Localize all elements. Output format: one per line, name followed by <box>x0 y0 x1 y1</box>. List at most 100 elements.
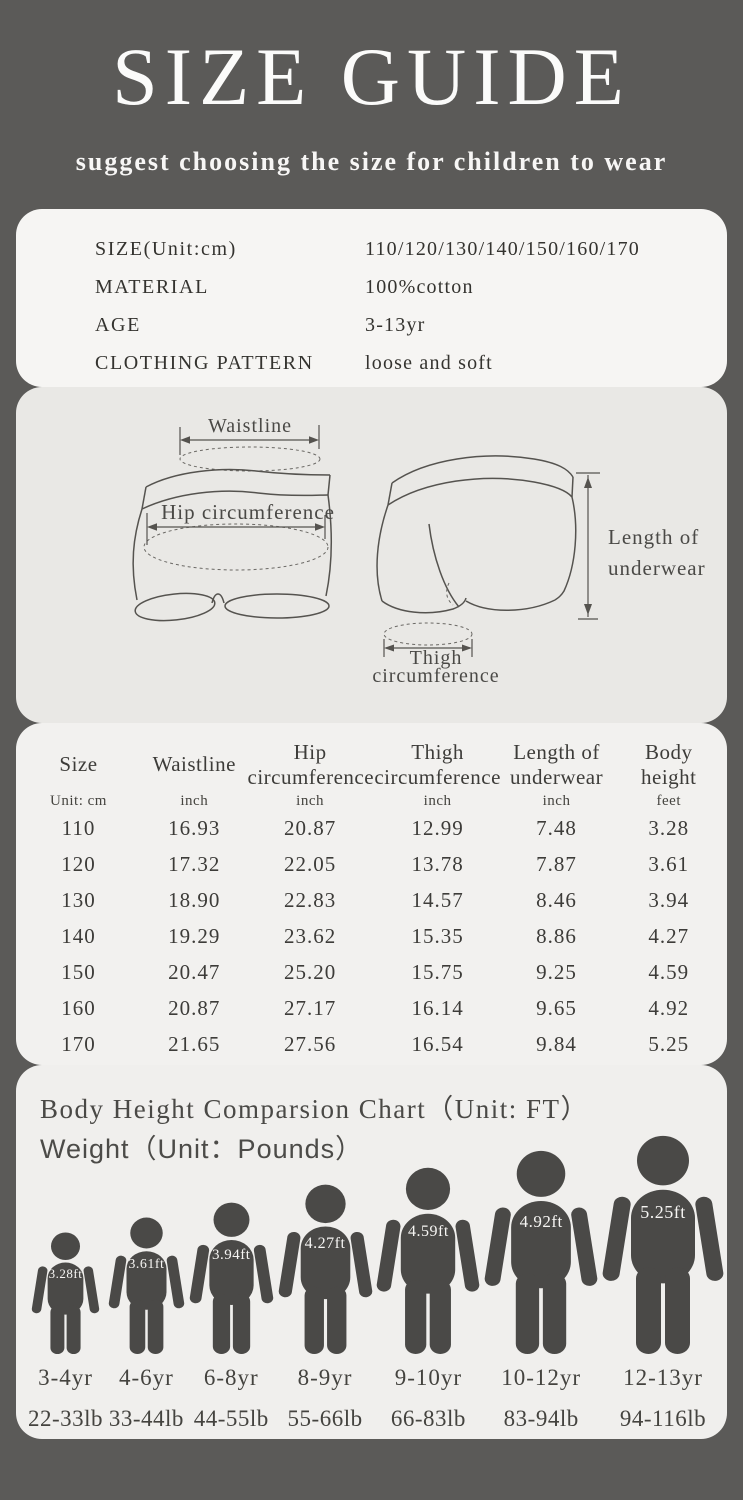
height-badge: 4.27ft <box>304 1234 346 1252</box>
cell-size: 150 <box>61 959 96 984</box>
table-row: 110 16.93 20.87 12.99 7.48 3.28 <box>16 810 727 846</box>
cell-hip: 20.87 <box>283 815 337 840</box>
header-line: height <box>641 764 697 789</box>
header-line: underwear <box>510 764 604 789</box>
cell-size: 110 <box>61 815 96 840</box>
page-header: SIZE GUIDE suggest choosing the size for… <box>0 0 743 177</box>
cell-hip: 27.56 <box>283 1031 337 1056</box>
height-badge: 3.61ft <box>128 1256 165 1272</box>
person-icon <box>484 1150 598 1354</box>
column-header-hip: Hip circumference <box>247 739 375 791</box>
size-table-card: Size Waistline Hip circumference Thigh c… <box>16 722 727 1065</box>
weight-label: 83-94lb <box>503 1405 579 1431</box>
weight-label: 55-66lb <box>287 1405 363 1431</box>
info-label: SIZE(Unit:cm) <box>95 238 237 260</box>
unit-cell: inch <box>542 792 571 809</box>
info-row-material: MATERIAL 100%cotton <box>95 269 727 307</box>
header-line: Size <box>59 752 98 776</box>
header-line: Length of <box>513 739 600 764</box>
person-icon <box>31 1231 100 1354</box>
thigh-label-line2: circumference <box>372 664 500 687</box>
cell-size: 140 <box>61 923 96 948</box>
unit-cell: inch <box>180 792 209 809</box>
figures-row: 3.28ft 3-4yr 22-33lb 3.61ft 4-6yr 33-44l… <box>28 1135 724 1431</box>
child-silhouette-icon: 3.28ft <box>31 1231 100 1354</box>
age-label: 12-13yr <box>623 1364 703 1390</box>
cell-hip: 25.20 <box>283 959 337 984</box>
age-label: 8-9yr <box>297 1364 353 1390</box>
cell-length: 8.86 <box>536 923 577 948</box>
info-value: loose and soft <box>365 352 493 374</box>
table-row: 160 20.87 27.17 16.14 9.65 4.92 <box>16 990 727 1026</box>
cell-thigh: 13.78 <box>411 851 464 876</box>
table-row: 150 20.47 25.20 15.75 9.25 4.59 <box>16 954 727 990</box>
unit-cell: feet <box>656 792 682 809</box>
cell-length: 9.84 <box>536 1031 577 1056</box>
thigh-label-line1: Thigh <box>409 646 463 669</box>
cell-waistline: 20.47 <box>168 959 221 984</box>
measurement-diagram-card: Waistline Hip circumference Length of un… <box>16 386 727 723</box>
cell-waistline: 17.32 <box>168 851 221 876</box>
cell-hip: 27.17 <box>283 995 337 1020</box>
cell-length: 9.65 <box>536 995 577 1020</box>
figure-column-4: 4.27ft 8-9yr 55-66lb <box>278 1184 372 1431</box>
weight-label: 33-44lb <box>108 1405 184 1431</box>
cell-waistline: 18.90 <box>168 887 221 912</box>
info-row-pattern: CLOTHING PATTERN loose and soft <box>95 345 727 383</box>
cell-height: 4.27 <box>648 923 690 948</box>
column-header-thigh: Thigh circumference <box>373 739 503 791</box>
cell-waistline: 21.65 <box>168 1031 221 1056</box>
weight-label: 66-83lb <box>390 1405 466 1431</box>
table-row: 140 19.29 23.62 15.35 8.86 4.27 <box>16 918 727 954</box>
page-subtitle: suggest choosing the size for children t… <box>75 146 668 176</box>
figure-column-5: 4.59ft 9-10yr 66-83lb <box>377 1167 480 1431</box>
child-silhouette-icon: 4.92ft <box>484 1150 598 1354</box>
cell-thigh: 16.14 <box>411 995 464 1020</box>
info-value: 3-13yr <box>365 314 426 336</box>
hip-circumference-label: Hip circumference <box>161 499 335 524</box>
chart-subtitle: Weight（Unit：Pounds） <box>40 1133 364 1164</box>
child-silhouette-icon: 4.27ft <box>278 1184 372 1354</box>
child-silhouette-icon: 3.94ft <box>189 1202 273 1354</box>
info-row-size: SIZE(Unit:cm) 110/120/130/140/150/160/17… <box>95 231 727 269</box>
person-icon <box>108 1217 185 1354</box>
unit-cell: inch <box>296 792 324 809</box>
cell-thigh: 14.57 <box>411 887 464 912</box>
cell-waistline: 19.29 <box>168 923 221 948</box>
length-of-underwear-label: Length of underwear <box>608 525 706 581</box>
age-label: 4-6yr <box>118 1364 174 1390</box>
height-badge: 3.94ft <box>212 1246 251 1263</box>
person-icon <box>278 1184 372 1354</box>
cell-height: 4.92 <box>648 995 690 1020</box>
table-units-row: Unit: cm inch inch inch inch feet <box>16 793 727 810</box>
cell-height: 3.94 <box>648 887 690 912</box>
cell-hip: 23.62 <box>283 923 337 948</box>
header-line: Hip <box>293 739 327 764</box>
cell-thigh: 15.35 <box>411 923 464 948</box>
age-label: 9-10yr <box>394 1364 463 1390</box>
column-header-body-height: Body height <box>611 739 727 791</box>
page-title: SIZE GUIDE <box>112 31 631 122</box>
person-icon <box>189 1202 273 1354</box>
person-icon <box>602 1135 724 1354</box>
column-header-size: Size <box>16 739 141 791</box>
header-line: Thigh <box>411 739 464 764</box>
cell-length: 7.87 <box>536 851 577 876</box>
cell-height: 3.28 <box>648 815 690 840</box>
product-info-card: SIZE(Unit:cm) 110/120/130/140/150/160/17… <box>16 208 727 387</box>
height-comparison-card: Body Height Comparsion Chart（Unit: FT） W… <box>16 1064 727 1439</box>
cell-size: 160 <box>61 995 96 1020</box>
header-line: circumference <box>247 764 375 789</box>
chart-title: Body Height Comparsion Chart（Unit: FT） <box>40 1093 589 1124</box>
cell-length: 8.46 <box>536 887 577 912</box>
child-silhouette-icon: 4.59ft <box>377 1167 480 1354</box>
height-badge: 5.25ft <box>640 1201 686 1222</box>
age-label: 3-4yr <box>38 1364 93 1390</box>
height-badge: 4.59ft <box>407 1222 449 1240</box>
info-label: AGE <box>95 314 141 336</box>
cell-length: 7.48 <box>536 815 577 840</box>
table-header-row: Size Waistline Hip circumference Thigh c… <box>16 739 727 791</box>
unit-cell: Unit: cm <box>50 792 107 809</box>
header-line: Waistline <box>152 752 236 776</box>
